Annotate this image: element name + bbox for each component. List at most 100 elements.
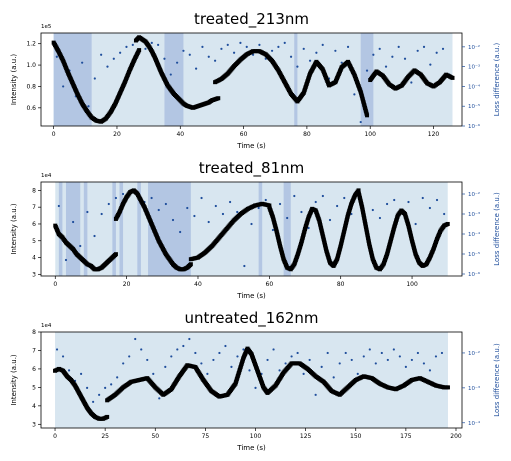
intensity-marker <box>188 262 193 267</box>
chart-title: treated_81nm <box>199 159 304 178</box>
loss-point <box>146 358 149 362</box>
dark-band <box>58 182 63 276</box>
loss-point <box>278 369 281 372</box>
loss-point <box>194 351 197 355</box>
loss-point <box>157 43 160 46</box>
x-tick-label: 40 <box>194 281 202 288</box>
intensity-series-segment-2 <box>105 346 450 403</box>
loss-point <box>55 348 59 351</box>
y-tick-label: 8 <box>32 187 36 194</box>
loss-point <box>344 351 347 355</box>
loss-point <box>315 51 318 54</box>
loss-point <box>443 212 446 216</box>
loss-point <box>144 47 147 50</box>
loss-point <box>416 49 419 52</box>
loss-point <box>271 228 275 232</box>
loss-point <box>371 208 374 212</box>
intensity-series-segment-3 <box>213 49 370 118</box>
loss-point <box>270 49 274 52</box>
y-axis-label: Intensity (a.u.) <box>10 354 18 406</box>
x-tick-label: 20 <box>123 281 131 288</box>
x-tick-label: 80 <box>303 131 311 138</box>
loss-point <box>428 369 432 372</box>
loss-point <box>286 216 289 220</box>
loss-point <box>386 358 389 362</box>
loss-point <box>362 355 365 358</box>
axes-frame <box>40 331 463 429</box>
loss-point <box>434 355 438 358</box>
y-tick-label: 4 <box>32 403 36 410</box>
y2-tick-label: 10⁻⁵ <box>468 103 480 110</box>
x-tick-label: 200 <box>450 433 462 440</box>
loss-point <box>353 93 356 96</box>
loss-point <box>243 264 246 268</box>
loss-point <box>350 358 353 362</box>
loss-point <box>106 65 109 68</box>
y-tick-label: 7 <box>32 204 36 211</box>
intensity-marker <box>137 48 142 53</box>
loss-point <box>336 204 339 208</box>
loss-point <box>296 351 299 355</box>
x-axis-label: Time (s) <box>236 292 266 300</box>
loss-point <box>201 45 204 48</box>
loss-point <box>266 358 269 362</box>
loss-point <box>163 57 166 60</box>
loss-point <box>218 351 221 355</box>
intensity-marker <box>445 221 450 226</box>
y2-tick-label: 10⁻³ <box>468 385 480 392</box>
loss-point <box>179 230 182 234</box>
loss-point <box>440 351 444 355</box>
x-tick-label: 100 <box>406 281 418 288</box>
loss-point <box>224 344 227 348</box>
y-multiplier: 1e4 <box>41 323 52 329</box>
loss-point <box>410 358 413 362</box>
chart-panel-3: 0 25 50 75 100 125 150 175 200 3 4 5 6 7 8 10⁻⁴ 10⁻³ 10⁻²… <box>10 309 501 452</box>
loss-point <box>152 372 155 375</box>
light-band <box>55 332 448 428</box>
loss-point <box>169 73 172 76</box>
loss-point <box>171 218 175 222</box>
loss-point <box>67 369 71 372</box>
loss-point <box>104 386 107 389</box>
intensity-series-segment-1 <box>51 40 142 124</box>
loss-point <box>232 51 236 54</box>
loss-point <box>134 337 137 341</box>
x-tick-label: 150 <box>350 433 362 440</box>
loss-point <box>346 45 350 48</box>
intensity-marker <box>105 414 110 419</box>
y-multiplier: 1e5 <box>41 24 52 30</box>
y-axis-label: Intensity (a.u.) <box>10 54 18 106</box>
loss-point <box>403 57 407 60</box>
loss-point <box>302 47 305 50</box>
loss-point <box>100 53 103 56</box>
loss-point <box>122 362 125 365</box>
loss-point <box>158 397 161 400</box>
loss-point <box>421 196 424 200</box>
light-band <box>53 33 453 126</box>
dark-band <box>258 182 263 276</box>
loss-point <box>64 258 68 262</box>
chart-panel-1: 0 20 40 60 80 100 120 0.6 0.8 1.0 1.2 10⁻⁶ 10⁻⁵ 10⁻⁴ 1… <box>10 10 501 150</box>
loss-point <box>391 55 394 58</box>
loss-point <box>200 196 203 200</box>
x-tick-label: 0 <box>53 433 57 440</box>
loss-point <box>272 348 275 351</box>
x-axis-label: Time (s) <box>236 142 266 150</box>
loss-point <box>356 372 359 375</box>
dark-band <box>65 182 81 276</box>
y2-axis-label: Loss difference (a.u.) <box>493 192 501 266</box>
loss-point <box>121 192 125 196</box>
loss-point <box>236 355 239 358</box>
loss-point <box>308 59 312 62</box>
loss-point <box>428 206 431 210</box>
loss-point <box>314 393 317 396</box>
intensity-marker <box>113 252 118 257</box>
axes-frame <box>40 32 463 127</box>
intensity-series-segment-1 <box>53 223 118 272</box>
loss-point <box>293 194 296 198</box>
loss-point <box>332 376 335 379</box>
y-tick-label: 7 <box>32 347 36 354</box>
loss-point <box>257 206 260 210</box>
y2-tick-label: 10⁻⁶ <box>468 123 481 130</box>
loss-point <box>289 55 293 58</box>
